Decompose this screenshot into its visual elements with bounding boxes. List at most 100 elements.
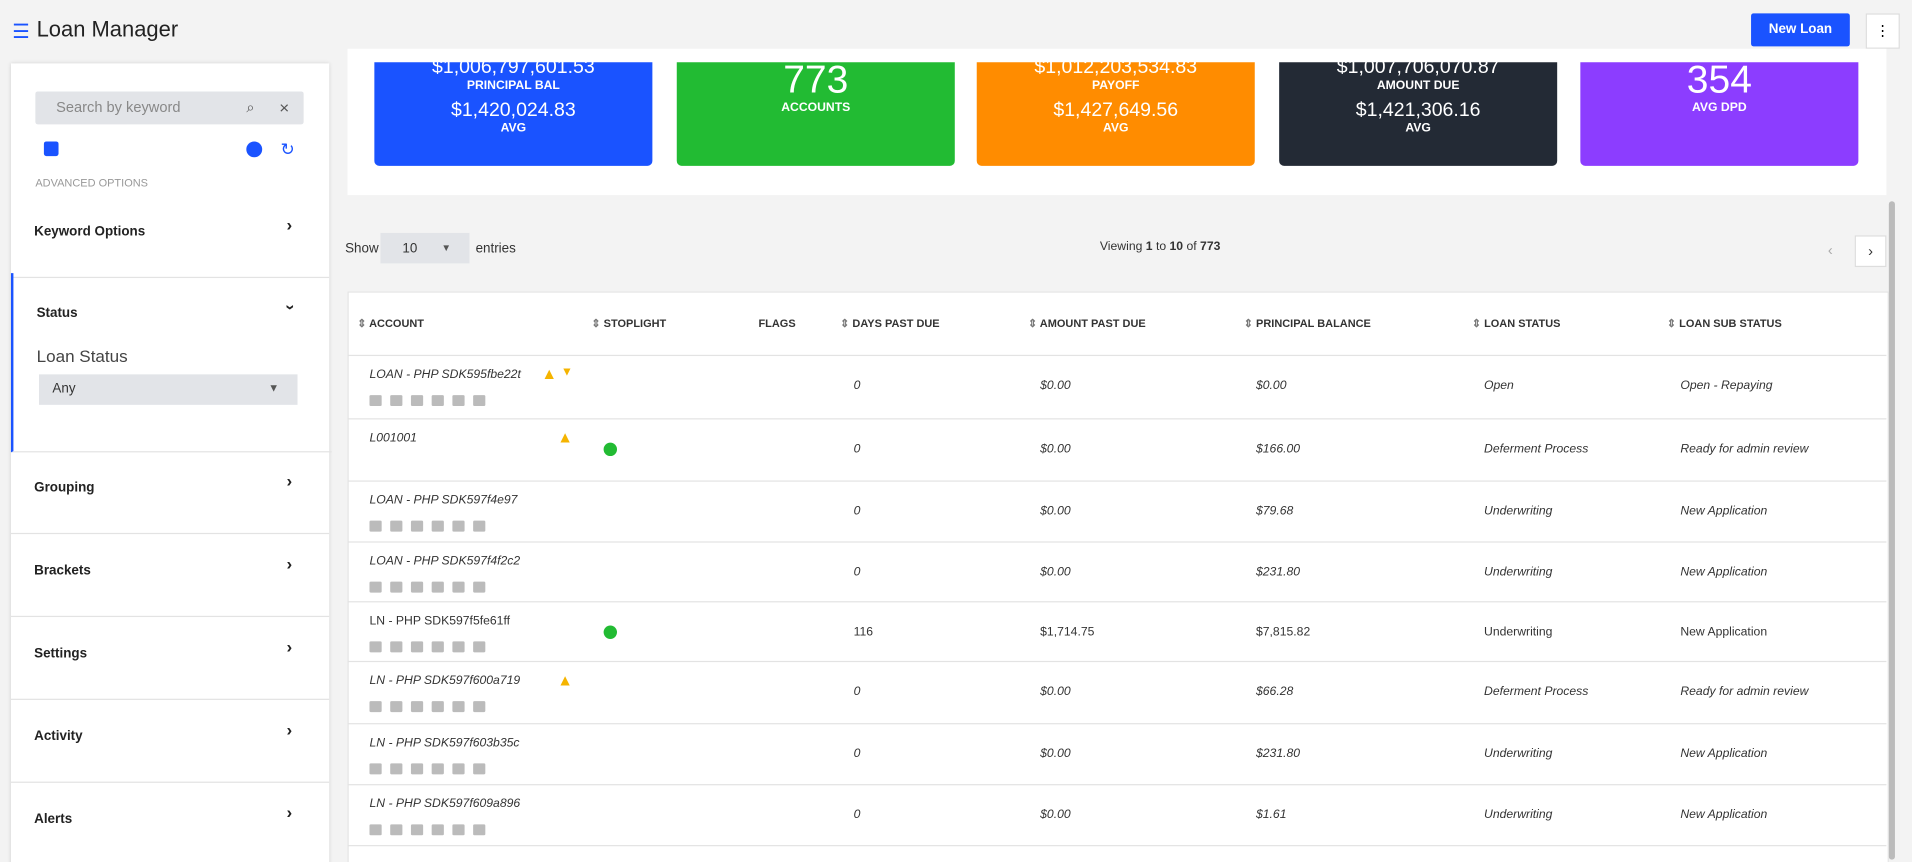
action-icon[interactable] [369, 520, 382, 532]
action-icon[interactable] [410, 701, 424, 713]
action-icon[interactable] [390, 641, 403, 653]
section-title: Alerts [34, 812, 73, 827]
sidebar-section[interactable]: Grouping › [10, 451, 330, 535]
prev-page[interactable]: ‹ [1827, 241, 1833, 259]
refresh-icon[interactable]: ↻ [280, 139, 295, 159]
section-title: Settings [34, 646, 88, 661]
column-header[interactable]: ⇕ STOPLIGHT [591, 317, 667, 330]
viewing-part: 1 [1145, 240, 1153, 254]
cell: $166.00 [1255, 442, 1301, 457]
account-name[interactable]: LN - PHP SDK597f609a896 [369, 797, 521, 811]
account-name[interactable]: LOAN - PHP SDK597f4f2c2 [369, 554, 521, 569]
sidebar-section[interactable]: Keyword Options › [10, 195, 330, 279]
action-icon[interactable] [473, 395, 486, 407]
column-header[interactable]: ⇕ LOAN SUB STATUS [1666, 317, 1782, 330]
account-name[interactable]: LOAN - PHP SDK597f4e97 [369, 493, 518, 508]
action-icon[interactable] [431, 581, 444, 593]
account-name[interactable]: LOAN - PHP SDK595fbe22t [369, 368, 521, 382]
action-icon[interactable] [390, 395, 403, 407]
column-header[interactable]: ⇕ LOAN STATUS [1471, 317, 1561, 330]
new-loan-button[interactable]: New Loan [1751, 13, 1850, 47]
app-title: Loan Manager [36, 17, 179, 42]
action-icon[interactable] [369, 581, 382, 593]
sidebar-section[interactable]: Settings › [10, 617, 330, 700]
action-icon[interactable] [431, 641, 444, 653]
action-icon[interactable] [431, 520, 444, 532]
show-label: Show [345, 241, 379, 257]
row-border [347, 660, 1887, 663]
action-icon[interactable] [390, 581, 403, 593]
cell: New Application [1680, 625, 1768, 639]
action-icon[interactable] [452, 641, 465, 653]
account-name[interactable]: LN - PHP SDK597f5fe61ff [369, 614, 511, 628]
action-icon[interactable] [369, 641, 382, 653]
cell: 0 [853, 504, 861, 519]
entries-select[interactable] [380, 232, 470, 264]
action-icon[interactable] [369, 395, 382, 407]
sidebar-section[interactable]: Activity › [10, 700, 330, 783]
column-header[interactable]: ⇕ DAYS PAST DUE [840, 317, 940, 330]
action-icon[interactable] [473, 701, 486, 713]
action-icon[interactable] [410, 520, 424, 532]
card-avg-label: AVG [500, 121, 527, 136]
action-icon[interactable] [369, 763, 382, 775]
account-name[interactable]: L001001 [369, 431, 417, 446]
action-icon[interactable] [473, 824, 486, 836]
card-value: $1,007,706,070.87 [1336, 57, 1500, 79]
action-icon[interactable] [431, 824, 444, 836]
account-name[interactable]: LN - PHP SDK597f600a719 [369, 674, 521, 688]
action-icon[interactable] [369, 701, 382, 713]
status-label: Loan Status [36, 346, 128, 366]
chevron: › [286, 214, 293, 235]
cell: 0 [853, 379, 861, 393]
menu-icon[interactable]: ☰ [12, 21, 30, 43]
action-icon[interactable] [452, 824, 465, 836]
search-box[interactable] [35, 91, 304, 125]
header-text: AMOUNT PAST DUE [1039, 317, 1146, 330]
sidebar-section[interactable]: Brackets › [10, 534, 330, 618]
column-header[interactable]: FLAGS [758, 317, 795, 329]
settings-icon[interactable] [246, 141, 263, 158]
status-select[interactable] [39, 374, 298, 405]
card-label: ACCOUNTS [781, 101, 851, 115]
warning-flag: ▲ [557, 670, 573, 689]
action-icon[interactable] [473, 581, 486, 593]
layout-icon[interactable] [43, 141, 59, 157]
more-button[interactable]: ⋮ [1865, 13, 1900, 49]
account-name[interactable]: LN - PHP SDK597f603b35c [369, 736, 520, 750]
action-icon[interactable] [473, 763, 486, 775]
action-icon[interactable] [410, 763, 424, 775]
action-icon[interactable] [390, 824, 403, 836]
clear-icon[interactable]: × [279, 97, 290, 118]
search-icon[interactable]: ⌕ [246, 98, 255, 116]
action-icon[interactable] [410, 395, 424, 407]
action-icon[interactable] [473, 641, 486, 653]
column-header[interactable]: ⇕ PRINCIPAL BALANCE [1243, 317, 1371, 330]
sidebar-section[interactable]: Status › [10, 273, 332, 453]
action-icon[interactable] [431, 763, 444, 775]
action-icon[interactable] [452, 520, 465, 532]
action-icon[interactable] [410, 641, 424, 653]
action-icon[interactable] [410, 581, 424, 593]
action-icon[interactable] [390, 520, 403, 532]
card-value: $1,006,797,601.53 [431, 57, 595, 79]
column-header[interactable]: ⇕ AMOUNT PAST DUE [1027, 317, 1146, 330]
next-page[interactable]: › [1854, 235, 1887, 268]
action-icon[interactable] [390, 763, 403, 775]
cell: $79.68 [1255, 504, 1294, 519]
action-icon[interactable] [410, 824, 424, 836]
action-icon[interactable] [452, 395, 465, 407]
action-icon[interactable] [369, 824, 382, 836]
column-header[interactable]: ⇕ ACCOUNT [357, 317, 425, 330]
dropdown-arrow: ▼ [268, 381, 280, 394]
cell: $0.00 [1255, 379, 1287, 393]
section-title: Activity [34, 729, 83, 744]
action-icon[interactable] [452, 581, 465, 593]
action-icon[interactable] [452, 763, 465, 775]
action-icon[interactable] [473, 520, 486, 532]
action-icon[interactable] [431, 701, 444, 713]
sidebar-section[interactable]: Alerts › [11, 783, 329, 862]
action-icon[interactable] [452, 701, 465, 713]
action-icon[interactable] [390, 701, 403, 713]
action-icon[interactable] [431, 395, 444, 407]
